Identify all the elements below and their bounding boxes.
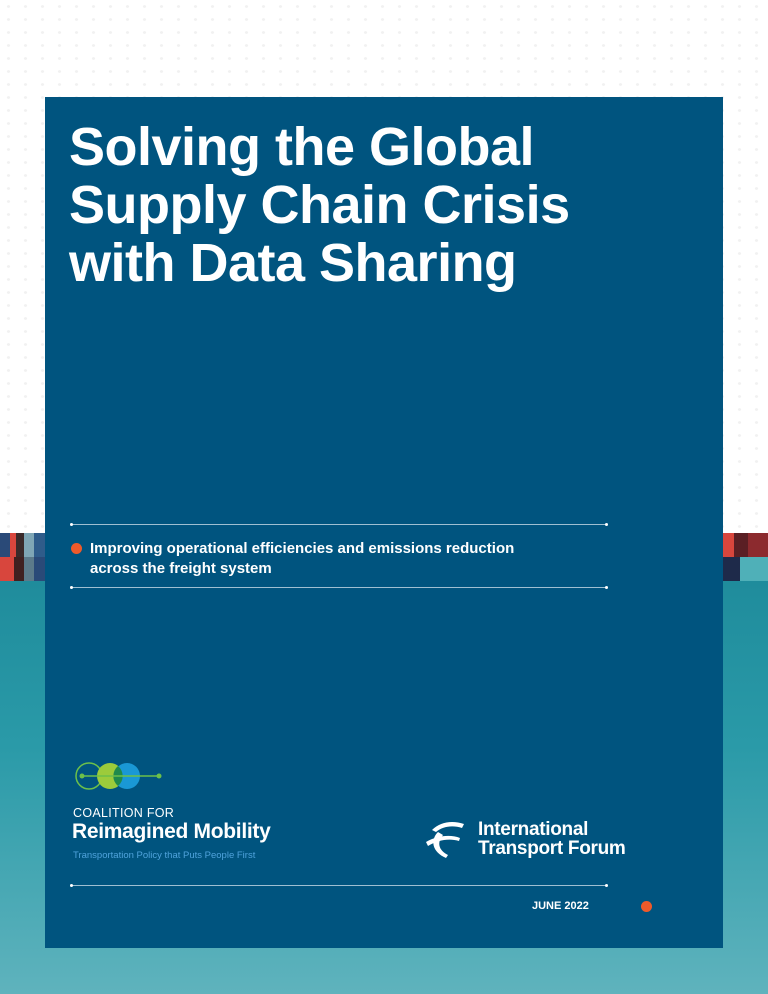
publication-date: JUNE 2022	[532, 900, 589, 912]
itf-line1: International	[478, 819, 589, 840]
cover-panel	[45, 97, 723, 948]
itf-line2: Transport Forum	[478, 838, 626, 859]
coalition-name: Reimagined Mobility	[72, 820, 271, 843]
date-dot-icon	[641, 901, 652, 912]
coalition-tagline: Transportation Policy that Puts People F…	[73, 850, 256, 861]
divider-top	[70, 523, 608, 526]
itf-wordmark: International Transport Forum	[478, 820, 626, 858]
itf-logo-icon	[426, 822, 464, 858]
report-subtitle: Improving operational efficiencies and e…	[90, 540, 515, 577]
divider-bottom	[70, 884, 608, 887]
divider-middle	[70, 586, 608, 589]
report-title: Solving the Global Supply Chain Crisis w…	[69, 117, 570, 293]
coalition-logo-icon	[75, 762, 162, 790]
bullet-dot-icon	[71, 543, 82, 554]
coalition-prefix: COALITION FOR	[73, 806, 175, 820]
